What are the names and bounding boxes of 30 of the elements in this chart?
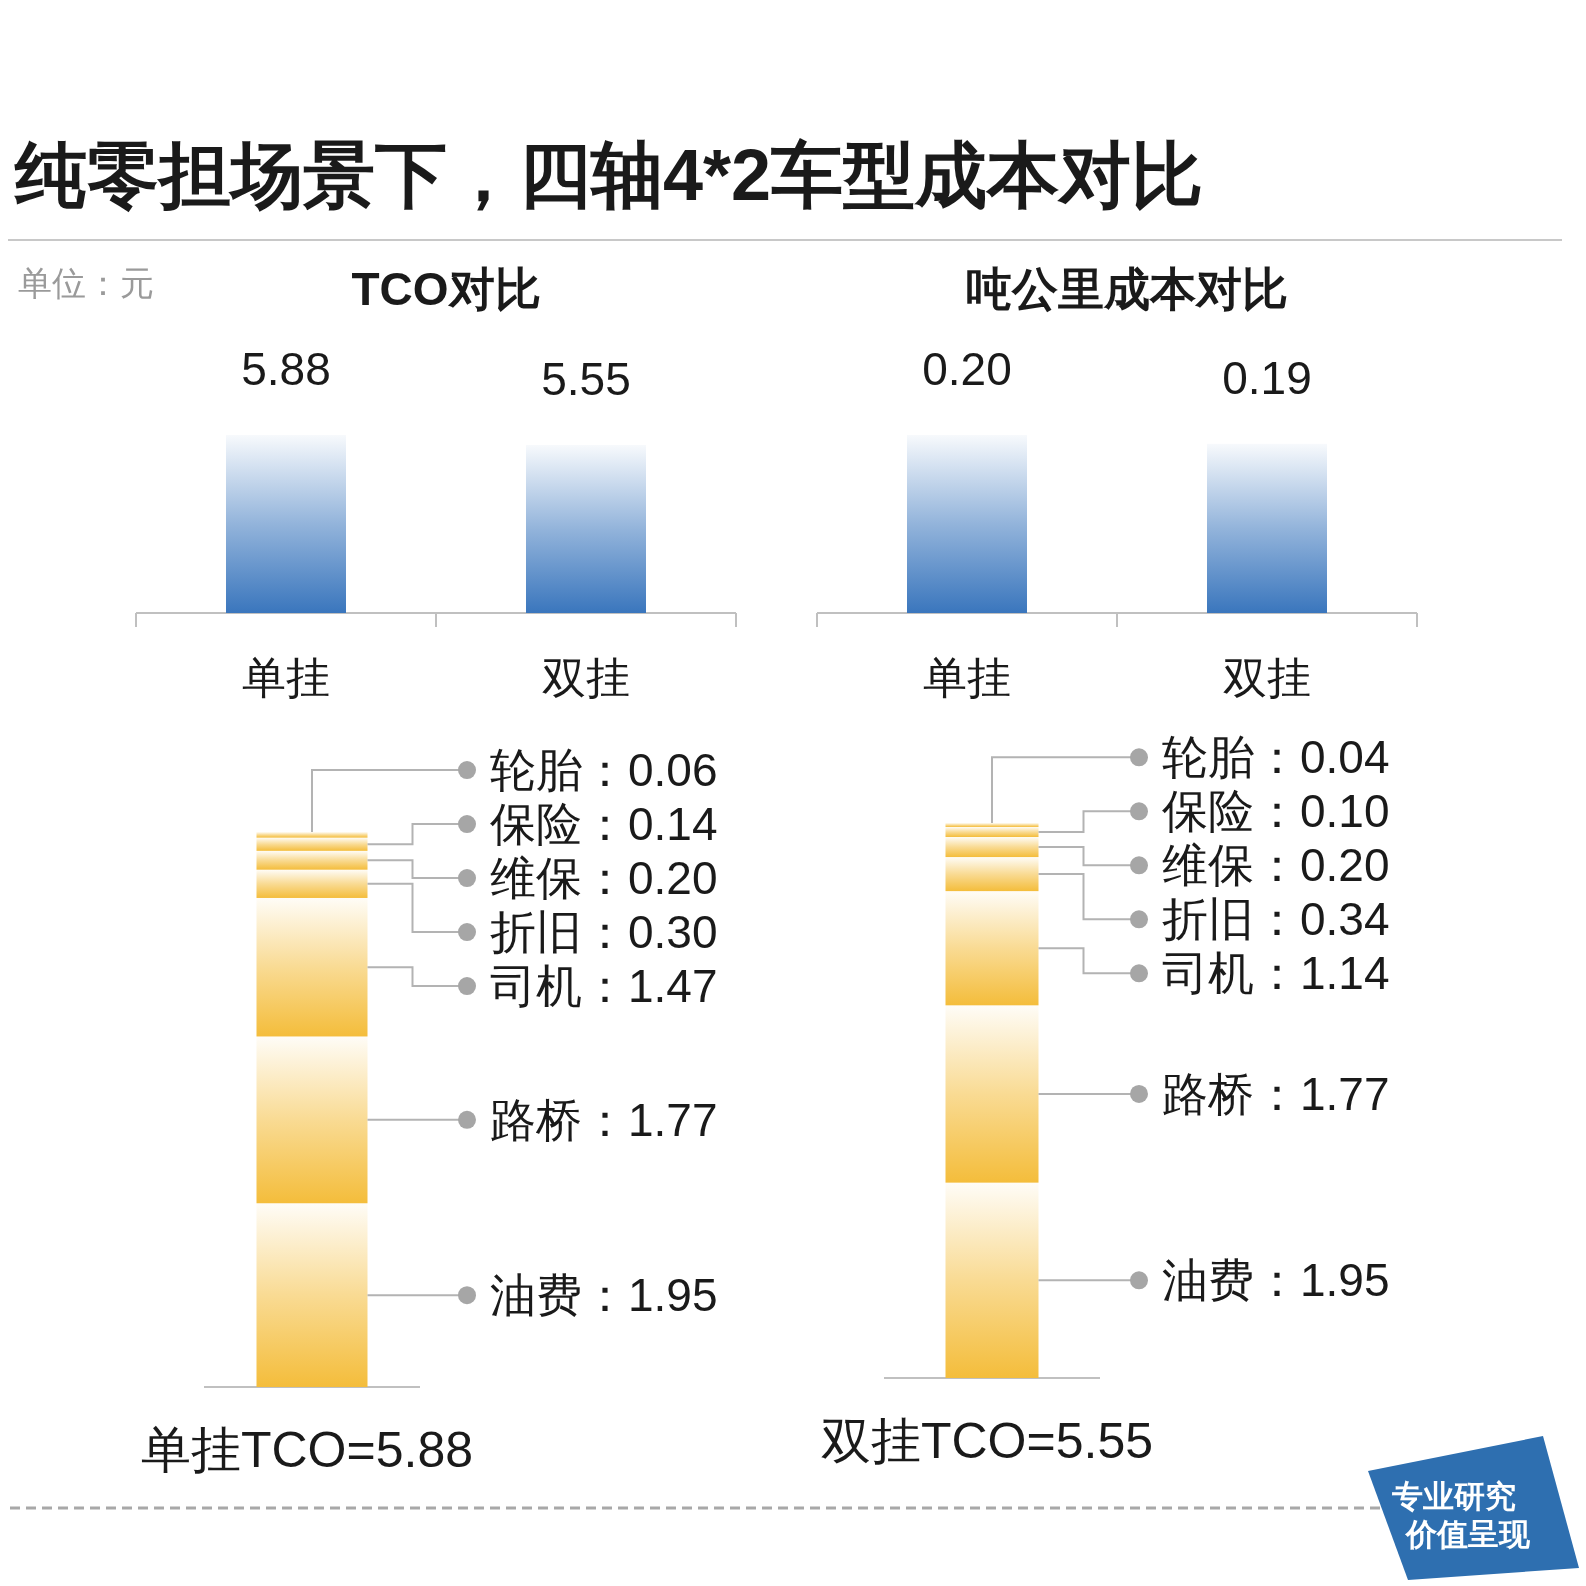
data-label: 5.88 xyxy=(241,343,331,395)
chart-title: TCO对比 xyxy=(351,263,541,315)
data-label: 油费：1.95 xyxy=(490,1269,718,1322)
category-label: 双挂 xyxy=(542,653,630,702)
data-label: 轮胎：0.04 xyxy=(1162,731,1390,784)
data-label: 保险：0.14 xyxy=(490,798,718,851)
annotation: 价值呈现 xyxy=(1406,1517,1530,1552)
category-label: 单挂 xyxy=(923,653,1011,702)
data-label: 司机：1.14 xyxy=(1162,947,1390,1000)
subtitle: 单位：元 xyxy=(18,264,154,302)
category-label: 双挂TCO=5.55 xyxy=(820,1413,1154,1469)
category-label: 单挂 xyxy=(242,653,330,702)
category-label: 双挂 xyxy=(1223,653,1311,702)
annotation: 专业研究 xyxy=(1392,1479,1516,1514)
data-label: 轮胎：0.06 xyxy=(490,744,718,797)
category-label: 单挂TCO=5.88 xyxy=(140,1422,474,1478)
chart-title: 吨公里成本对比 xyxy=(966,263,1288,315)
data-label: 折旧：0.30 xyxy=(490,906,718,959)
data-label: 路桥：1.77 xyxy=(490,1093,718,1146)
data-label: 折旧：0.34 xyxy=(1162,893,1390,946)
data-label: 路桥：1.77 xyxy=(1162,1068,1390,1120)
data-label: 保险：0.10 xyxy=(1162,785,1390,838)
data-label: 0.20 xyxy=(922,343,1012,395)
data-label: 维保：0.20 xyxy=(1162,839,1390,892)
data-label: 5.55 xyxy=(541,353,631,405)
data-label: 0.19 xyxy=(1222,351,1312,404)
data-label: 维保：0.20 xyxy=(490,852,718,905)
data-label: 司机：1.47 xyxy=(490,960,718,1013)
data-label: 油费：1.95 xyxy=(1162,1254,1390,1307)
title: 纯零担场景下，四轴4*2车型成本对比 xyxy=(15,135,1204,215)
